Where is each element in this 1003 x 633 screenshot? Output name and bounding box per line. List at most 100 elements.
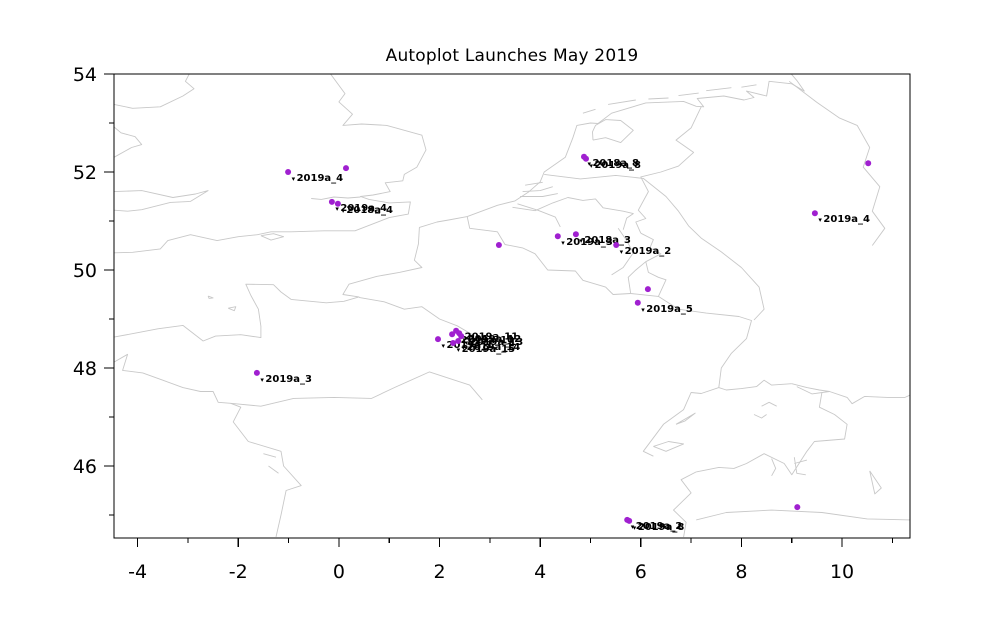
event-label: ▾ 2018a_8 (587, 158, 639, 169)
map-outline-path (611, 228, 634, 276)
map-outline-path (260, 233, 285, 241)
data-point[interactable] (455, 338, 462, 344)
data-point[interactable] (285, 169, 292, 175)
map-outline-path (658, 296, 752, 388)
event-label: ▾ 2018a_4 (341, 205, 393, 216)
map-outline-path (648, 97, 669, 100)
event-label: ▾ 2019a_1 (442, 340, 494, 351)
data-point[interactable] (572, 231, 579, 238)
map-outline-path (582, 108, 596, 114)
x-axis-tick-label: 0 (333, 561, 345, 583)
x-axis-tick-label: 2 (433, 561, 445, 583)
data-point[interactable] (865, 160, 872, 167)
map-outline-path (358, 296, 488, 342)
x-axis-tick-label: 8 (735, 561, 747, 583)
chart-title: Autoplot Launches May 2019 (385, 46, 639, 66)
event-label: ▾ 2019a_2 (620, 246, 672, 257)
data-point[interactable] (794, 504, 801, 511)
map-outline-path (678, 92, 699, 97)
data-point[interactable] (343, 165, 349, 172)
map-outline-path (788, 80, 886, 246)
data-point[interactable] (626, 517, 633, 524)
map-outline-path (228, 306, 237, 312)
y-axis-tick-label: 50 (73, 260, 97, 282)
map-outline-path (642, 387, 719, 457)
plot-frame (113, 73, 911, 539)
event-label: ▾ 2019a_8 (633, 522, 685, 533)
event-label: ▾ 2019a_3 (260, 374, 312, 385)
map-outline-path (793, 457, 806, 476)
map-outlines (114, 74, 910, 538)
event-label: ▾ 2019a_5 (641, 304, 693, 315)
data-point[interactable] (435, 336, 441, 343)
map-outline-path (771, 458, 777, 477)
map-outline-path (525, 181, 543, 186)
event-label: ▾ 2019a_2 (631, 521, 683, 532)
map-outline-path (869, 470, 882, 495)
map-outline-path (512, 197, 634, 230)
map-outline-path (635, 106, 702, 234)
y-axis-tick-label: 48 (73, 358, 97, 380)
map-outline-path (791, 383, 830, 395)
map-outline-path (263, 453, 277, 458)
map-outline-path (627, 261, 667, 297)
data-point[interactable] (811, 210, 818, 217)
map-outline-path (794, 459, 808, 464)
data-point[interactable] (449, 331, 456, 338)
data-point[interactable] (495, 242, 502, 248)
axis-ticks (104, 73, 893, 547)
event-label: ▾ 2019a_8 (589, 160, 641, 171)
event-label: ▾ 2019a_4 (292, 173, 344, 184)
data-point[interactable] (644, 286, 651, 293)
data-points (253, 153, 872, 524)
map-outline-path (696, 392, 848, 476)
data-point[interactable] (583, 155, 589, 162)
map-outline-path (640, 232, 662, 263)
map-outline-path (829, 391, 910, 405)
data-point[interactable] (458, 333, 465, 340)
map-outline-path (114, 74, 195, 109)
map-outline-path (114, 216, 468, 342)
map-outline-path (673, 471, 697, 538)
map-outline-path (268, 465, 279, 474)
map-outline-path (608, 99, 636, 105)
map-outline-path (466, 216, 631, 295)
map-outline-path (761, 401, 777, 407)
y-axis-tick-label: 52 (73, 162, 97, 184)
map-outline-path (467, 74, 805, 218)
map-outline-path (520, 193, 558, 197)
data-point[interactable] (328, 198, 335, 205)
map-outline-path (696, 509, 910, 521)
event-label: ▾ 2019a_15 (457, 344, 516, 355)
map-outline-path (230, 371, 483, 407)
map-outline-path (675, 412, 696, 425)
x-axis-tick-label: -4 (128, 561, 147, 583)
data-point[interactable] (450, 340, 457, 346)
data-point[interactable] (613, 242, 620, 248)
event-label: ▾ 2019a_4 (818, 214, 870, 225)
map-outline-path (753, 414, 767, 419)
data-point[interactable] (634, 299, 641, 306)
map-outline-path (544, 173, 765, 321)
map-outline-path (522, 186, 553, 193)
data-point[interactable] (554, 233, 561, 240)
data-point[interactable] (253, 369, 260, 376)
data-point[interactable] (334, 200, 341, 207)
event-label: ▾ 2019a_14 (462, 342, 521, 353)
event-label: ▾ 2019a_3 (561, 237, 613, 248)
map-outline-path (718, 379, 792, 391)
event-label: ▾ 2019a_4 (335, 203, 387, 214)
map-outline-path (207, 295, 214, 299)
x-axis-tick-label: -2 (229, 561, 248, 583)
map-outline-path (517, 203, 561, 228)
x-axis-tick-label: 10 (830, 561, 854, 583)
map-outline-path (114, 190, 209, 212)
event-label: ▾ 2018a_3 (579, 235, 631, 246)
event-label: ▾ 2019a_13 (465, 337, 524, 348)
map-outline-path (311, 196, 361, 200)
x-axis-tick-label: 6 (635, 561, 647, 583)
map-outline-path (114, 74, 427, 254)
